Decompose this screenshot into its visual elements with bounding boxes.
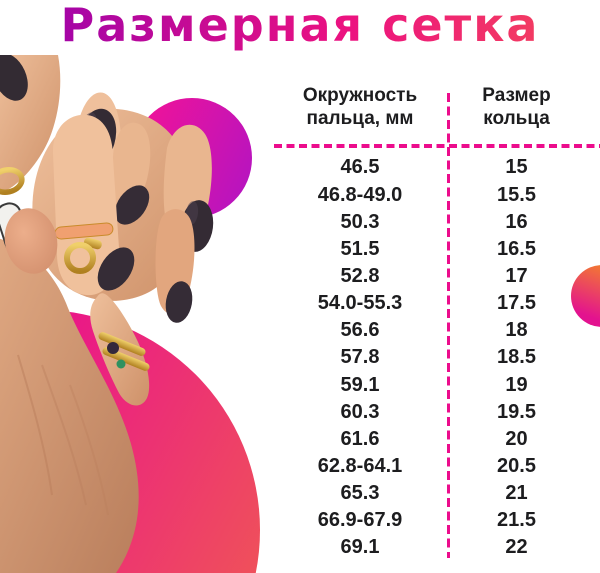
ring-size-value: 21.5 — [497, 509, 536, 532]
ring-size-value: 19 — [505, 373, 528, 396]
ring-size-value: 17 — [505, 265, 528, 288]
dark-nail-icon — [97, 247, 135, 291]
table-row: 60.3 19.5 — [272, 399, 585, 426]
ring-size-value: 15 — [505, 156, 528, 179]
table-row: 46.8-49.0 15.5 — [272, 182, 585, 209]
gold-circle-charm — [64, 242, 96, 274]
table-header-ring-size: Размер кольца — [482, 85, 551, 129]
header-divider-dashed-line — [274, 144, 600, 148]
circumference-value: 69.1 — [340, 536, 380, 559]
dark-nail-icon — [165, 281, 193, 323]
page-title: Размерная сетка — [0, 0, 600, 53]
table-row: 62.8-64.1 20.5 — [272, 453, 585, 480]
circumference-value: 66.9-67.9 — [317, 509, 403, 532]
ring-size-value: 20.5 — [497, 455, 536, 477]
table-row: 52.8 17 — [272, 263, 585, 290]
ring-size-value: 16.5 — [497, 237, 536, 260]
ring-size-value: 16 — [505, 210, 528, 233]
circumference-value: 54.0-55.3 — [317, 292, 403, 315]
stacked-gold-ring-band — [98, 332, 146, 356]
curled-fingertip-left — [111, 122, 151, 225]
table-row: 54.0-55.3 17.5 — [272, 290, 585, 317]
ring-size-value: 19.5 — [497, 400, 536, 423]
ring-finger — [90, 293, 150, 406]
ring-size-value: 15.5 — [497, 183, 536, 206]
table-row: 59.1 19 — [272, 372, 585, 399]
ring-size-value: 22 — [505, 536, 528, 559]
table-row: 61.6 20 — [272, 426, 585, 453]
circumference-value: 62.8-64.1 — [317, 455, 403, 477]
circumference-value: 56.6 — [340, 319, 380, 342]
circumference-value: 50.3 — [340, 210, 380, 233]
table-row: 51.5 16.5 — [272, 236, 585, 263]
circumference-value: 59.1 — [340, 373, 380, 396]
size-table-header: Окружность пальца, мм Размер кольца — [272, 84, 585, 130]
table-row: 65.3 21 — [272, 480, 585, 507]
dark-nail-icon — [0, 55, 28, 101]
table-header-circumference: Окружность пальца, мм — [302, 85, 418, 129]
green-gem-icon — [116, 359, 126, 369]
table-row: 56.6 18 — [272, 317, 585, 344]
column-divider-dashed-line — [446, 93, 451, 558]
ring-size-value: 17.5 — [497, 292, 536, 315]
ring-size-value: 18 — [505, 319, 528, 342]
table-row: 50.3 16 — [272, 209, 585, 236]
table-row: 66.9-67.9 21.5 — [272, 507, 585, 534]
index-finger — [52, 114, 135, 296]
pinky-fingertip — [155, 209, 195, 323]
circumference-value: 51.5 — [340, 237, 380, 260]
hand-back — [0, 238, 139, 573]
table-row: 69.1 22 — [272, 534, 585, 561]
circumference-value: 57.8 — [340, 346, 380, 369]
hand-with-rings-illustration — [0, 55, 214, 573]
table-row: 46.5 15 — [272, 154, 585, 181]
dark-nail-icon — [114, 185, 150, 225]
thumb — [0, 202, 58, 274]
ring-size-value: 20 — [505, 427, 528, 450]
circumference-value: 65.3 — [340, 482, 380, 505]
size-table-rows: 46.5 15 46.8-49.0 15.5 50.3 16 51.5 16.5… — [272, 154, 585, 561]
circumference-value: 46.5 — [340, 156, 380, 179]
thumb-tip — [4, 208, 58, 274]
circumference-value: 46.8-49.0 — [317, 183, 403, 206]
ring-size-value: 21 — [505, 482, 528, 505]
circumference-value: 52.8 — [340, 265, 380, 288]
pinky-gold-ring — [0, 167, 25, 195]
ring-size-value: 18.5 — [497, 346, 536, 369]
dark-gem-icon — [107, 342, 119, 354]
circumference-value: 61.6 — [340, 427, 380, 450]
circumference-value: 60.3 — [340, 400, 380, 423]
table-row: 57.8 18.5 — [272, 344, 585, 371]
hand-upper-left — [0, 55, 61, 195]
